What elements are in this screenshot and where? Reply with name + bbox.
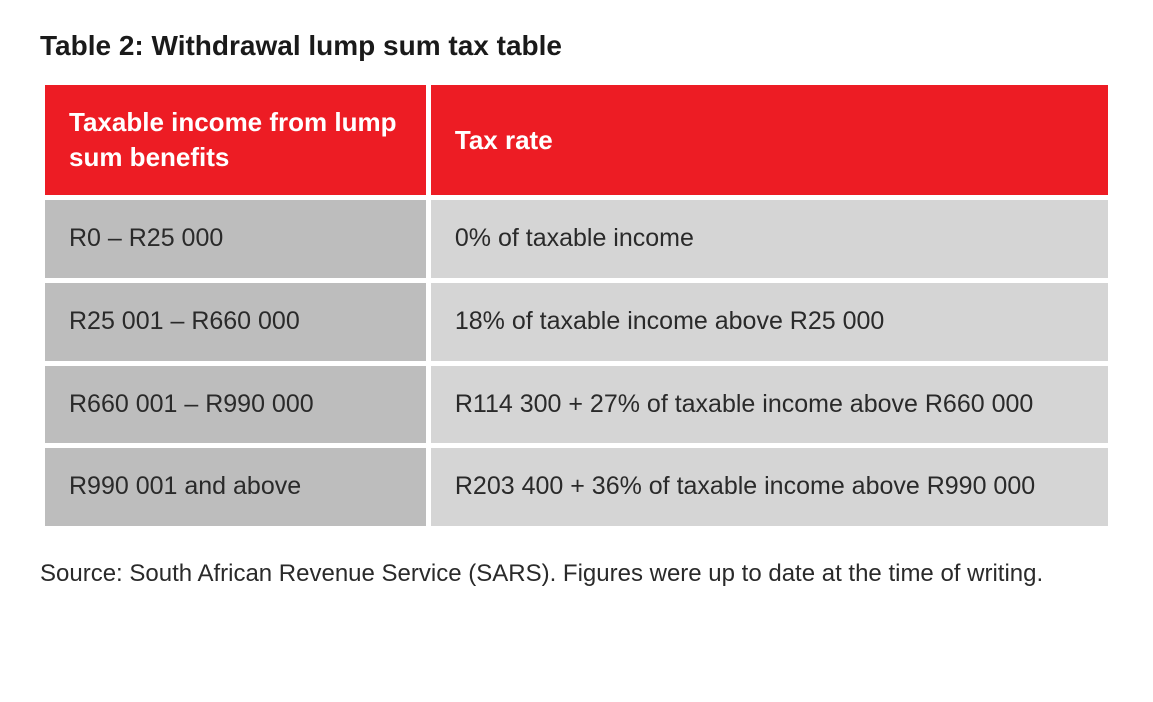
table-header-row: Taxable income from lump sum benefits Ta… <box>45 85 1108 195</box>
table-title: Table 2: Withdrawal lump sum tax table <box>40 30 1113 62</box>
cell-rate: 0% of taxable income <box>431 200 1108 278</box>
cell-rate: R203 400 + 36% of taxable income above R… <box>431 448 1108 526</box>
column-header-bracket: Taxable income from lump sum benefits <box>45 85 426 195</box>
source-note: Source: South African Revenue Service (S… <box>40 557 1100 591</box>
table-row: R25 001 – R660 000 18% of taxable income… <box>45 283 1108 361</box>
column-header-rate: Tax rate <box>431 85 1108 195</box>
table-row: R0 – R25 000 0% of taxable income <box>45 200 1108 278</box>
cell-rate: 18% of taxable income above R25 000 <box>431 283 1108 361</box>
cell-bracket: R0 – R25 000 <box>45 200 426 278</box>
tax-table: Taxable income from lump sum benefits Ta… <box>40 80 1113 531</box>
cell-bracket: R990 001 and above <box>45 448 426 526</box>
cell-bracket: R25 001 – R660 000 <box>45 283 426 361</box>
cell-bracket: R660 001 – R990 000 <box>45 366 426 444</box>
table-row: R660 001 – R990 000 R114 300 + 27% of ta… <box>45 366 1108 444</box>
table-row: R990 001 and above R203 400 + 36% of tax… <box>45 448 1108 526</box>
cell-rate: R114 300 + 27% of taxable income above R… <box>431 366 1108 444</box>
